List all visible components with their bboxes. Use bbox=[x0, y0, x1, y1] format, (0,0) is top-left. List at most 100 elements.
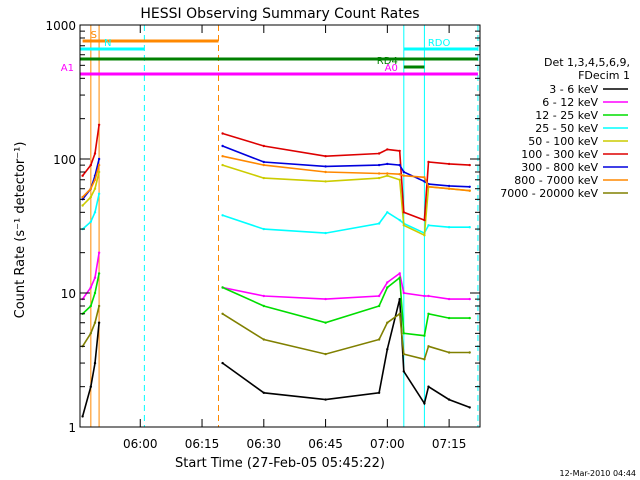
flag-bar-label: RDO bbox=[428, 38, 451, 49]
series-point bbox=[402, 224, 405, 227]
legend-header-line2: FDecim 1 bbox=[578, 69, 630, 82]
series-point bbox=[221, 163, 224, 167]
series-point bbox=[262, 227, 265, 231]
series-point bbox=[427, 160, 430, 164]
series-point bbox=[447, 187, 451, 190]
series-point bbox=[324, 170, 327, 174]
series-point bbox=[93, 321, 97, 324]
series-point bbox=[423, 180, 426, 183]
series-point bbox=[377, 163, 381, 167]
series-point bbox=[468, 406, 471, 409]
series-point bbox=[324, 165, 327, 168]
series-point bbox=[262, 163, 265, 167]
series-point bbox=[468, 185, 471, 188]
series-point bbox=[386, 162, 389, 166]
series-point bbox=[423, 334, 426, 337]
series-point bbox=[81, 415, 84, 418]
series-line bbox=[82, 164, 100, 198]
legend-header-line1: Det 1,3,4,5,6,9, bbox=[544, 56, 630, 69]
series-line bbox=[81, 322, 100, 417]
series-line bbox=[81, 124, 100, 177]
series-point bbox=[468, 297, 471, 301]
series-line bbox=[222, 312, 470, 361]
series-point bbox=[468, 189, 471, 192]
legend-entry-label: 100 - 300 keV bbox=[521, 148, 598, 161]
series-point bbox=[398, 178, 401, 181]
series-line bbox=[82, 193, 100, 230]
series-point bbox=[447, 162, 451, 166]
series-point bbox=[97, 170, 101, 174]
series-point bbox=[468, 351, 471, 354]
series-point bbox=[427, 294, 430, 298]
series-point bbox=[81, 174, 84, 177]
series-point bbox=[93, 291, 97, 295]
x-tick-label: 06:45 bbox=[308, 437, 343, 451]
x-tick-label: 07:15 bbox=[432, 437, 467, 451]
series-point bbox=[97, 123, 101, 127]
series-point bbox=[447, 398, 451, 401]
series-point bbox=[93, 178, 97, 181]
series-point bbox=[262, 338, 265, 341]
series-point bbox=[262, 176, 265, 180]
series-point bbox=[89, 385, 93, 388]
series-point bbox=[402, 370, 405, 373]
series-point bbox=[89, 220, 93, 223]
series-point bbox=[402, 352, 405, 356]
flag-bar-label: S bbox=[91, 30, 97, 41]
series-line bbox=[222, 155, 470, 192]
series-point bbox=[386, 348, 389, 351]
series-point bbox=[97, 321, 101, 324]
series-line bbox=[82, 273, 100, 315]
series-line bbox=[222, 272, 470, 300]
series-point bbox=[402, 170, 405, 174]
series-point bbox=[97, 157, 101, 161]
chart-title: HESSI Observing Summary Count Rates bbox=[140, 6, 419, 22]
series-point bbox=[447, 316, 451, 320]
series-point bbox=[402, 211, 405, 214]
series-line bbox=[222, 276, 470, 337]
y-tick-label: 1000 bbox=[45, 19, 76, 33]
series-point bbox=[89, 187, 93, 190]
series-point bbox=[423, 294, 426, 298]
series-point bbox=[386, 321, 389, 324]
series-point bbox=[221, 286, 224, 289]
series-point bbox=[93, 187, 97, 190]
series-point bbox=[377, 172, 381, 175]
series-point bbox=[423, 358, 426, 361]
series-line bbox=[222, 164, 470, 237]
legend-entry-label: 7000 - 20000 keV bbox=[500, 187, 598, 200]
series-point bbox=[97, 304, 101, 308]
x-tick-label: 06:15 bbox=[185, 437, 220, 451]
series-point bbox=[423, 402, 426, 405]
series-point bbox=[427, 385, 430, 388]
series-point bbox=[447, 297, 451, 301]
series-point bbox=[93, 276, 97, 279]
legend-entry-label: 12 - 25 keV bbox=[535, 109, 598, 122]
plot-frame bbox=[79, 24, 481, 428]
series-point bbox=[89, 332, 93, 335]
series-point bbox=[398, 163, 401, 167]
x-tick-label: 06:00 bbox=[123, 437, 158, 451]
x-axis-label: Start Time (27-Feb-05 05:45:22) bbox=[175, 456, 385, 471]
series-point bbox=[398, 297, 401, 301]
series-point bbox=[398, 312, 401, 315]
series-point bbox=[324, 155, 327, 158]
y-axis-label: Count Rate (s⁻¹ detector⁻¹) bbox=[13, 142, 28, 319]
series-point bbox=[97, 251, 101, 254]
series-point bbox=[93, 211, 97, 214]
series-point bbox=[386, 281, 389, 284]
series-point bbox=[262, 304, 265, 308]
series-point bbox=[262, 160, 265, 164]
series-point bbox=[93, 152, 97, 155]
series-point bbox=[398, 276, 401, 279]
series-point bbox=[386, 174, 389, 177]
series-point bbox=[89, 195, 93, 199]
series-point bbox=[423, 176, 426, 179]
y-tick-label: 1 bbox=[68, 421, 76, 435]
series-point bbox=[221, 132, 224, 135]
series-point bbox=[468, 163, 471, 167]
y-tick-label: 100 bbox=[53, 153, 76, 167]
series-point bbox=[377, 391, 381, 394]
series-point bbox=[427, 224, 430, 227]
